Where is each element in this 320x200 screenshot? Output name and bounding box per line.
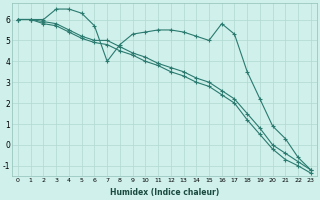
X-axis label: Humidex (Indice chaleur): Humidex (Indice chaleur) [110, 188, 219, 197]
